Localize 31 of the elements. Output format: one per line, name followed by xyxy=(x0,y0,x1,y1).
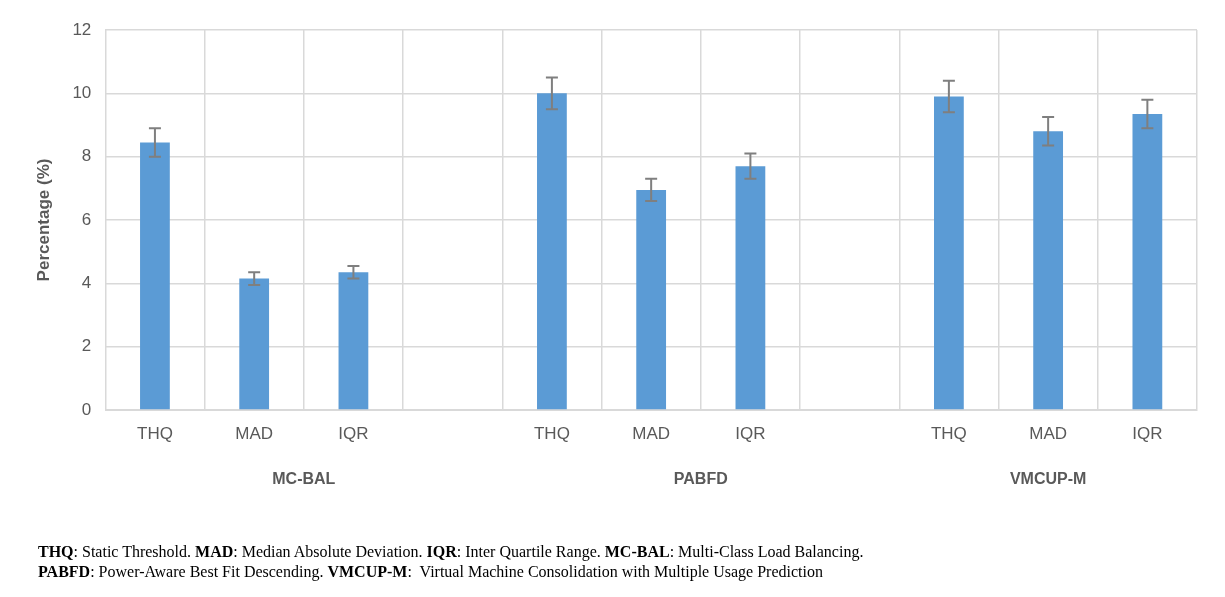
y-tick-label: 4 xyxy=(81,273,92,293)
x-tick-label: MAD xyxy=(1029,423,1068,443)
bar xyxy=(735,166,766,410)
text: THQ: Static Threshold. MAD: Median Absolute Deviation. IQR: Inter Quartile Range. MC-BAL: Multi-Class Load Balancing. xyxy=(38,542,865,562)
bar xyxy=(338,272,369,410)
x-tick-label: MAD xyxy=(632,423,671,443)
y-tick-label: 10 xyxy=(72,83,92,103)
x-tick-label: IQR xyxy=(1132,423,1163,443)
bar xyxy=(934,96,964,410)
x-tick-label: IQR xyxy=(735,423,766,443)
bar xyxy=(1132,113,1163,410)
y-tick-label: 12 xyxy=(72,19,92,39)
y-tick-label: 0 xyxy=(81,399,92,419)
y-tick-label: 8 xyxy=(81,146,92,166)
y-tick-label: 6 xyxy=(81,209,92,229)
bar xyxy=(140,142,170,410)
x-tick-label: MAD xyxy=(235,423,274,443)
text: PABFD: Power-Aware Best Fit Descending. VMCUP-M: Virtual Machine Consolidation with Multiple Usage Prediction xyxy=(38,562,824,582)
text: VMCUP-M xyxy=(1009,470,1087,488)
text: PABFD xyxy=(673,470,728,488)
bar xyxy=(636,189,667,410)
x-tick-label: THQ xyxy=(136,423,173,443)
y-tick-label: 2 xyxy=(81,336,92,356)
x-tick-label: IQR xyxy=(338,423,369,443)
x-tick-label: THQ xyxy=(930,423,967,443)
bar xyxy=(537,93,567,410)
bar xyxy=(239,278,270,410)
y-axis-title: Percentage (%) xyxy=(33,158,53,282)
text: MC-BAL xyxy=(272,470,336,488)
bar xyxy=(1033,131,1064,410)
x-tick-label: THQ xyxy=(533,423,570,443)
